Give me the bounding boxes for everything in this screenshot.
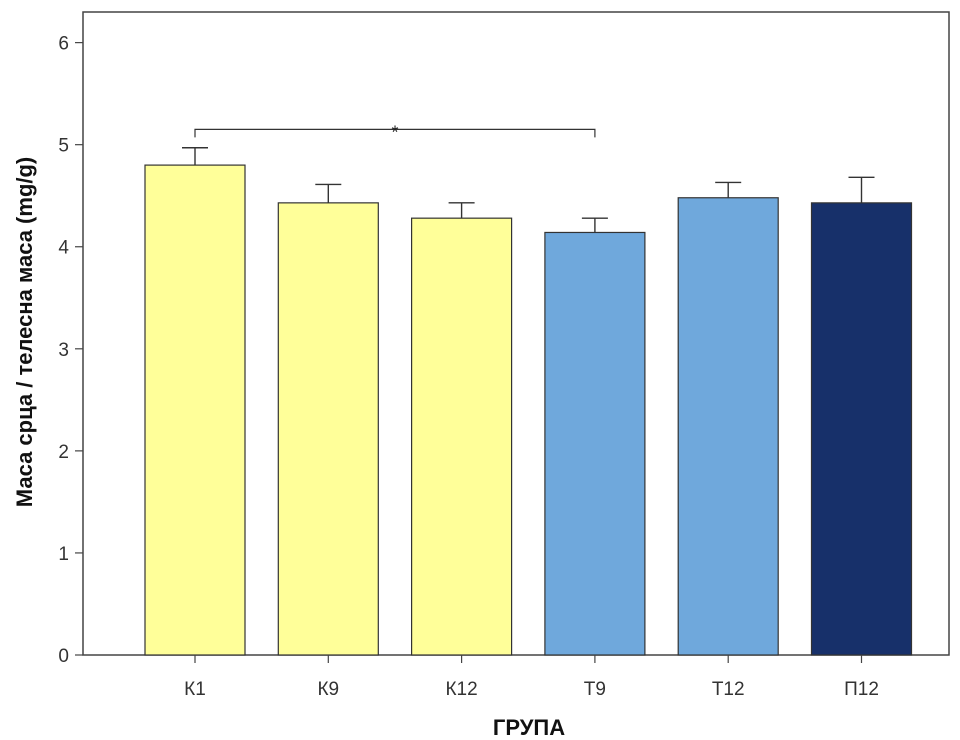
y-tick-label: 2 xyxy=(58,442,69,463)
x-tick-label: К12 xyxy=(445,679,477,700)
bars-group xyxy=(144,164,913,656)
x-tick-label: К1 xyxy=(184,679,206,700)
x-axis-title: ГРУПА xyxy=(493,715,565,740)
x-tick-label: П12 xyxy=(844,679,879,700)
y-tick-label: 3 xyxy=(58,340,69,361)
x-axis: К1 К9 К12 Т9 Т12 П12 xyxy=(184,655,879,700)
y-tick-label: 4 xyxy=(58,238,69,259)
x-tick-label: Т12 xyxy=(712,679,745,700)
y-tick-label: 1 xyxy=(58,544,69,565)
annotations-group: * xyxy=(194,122,596,142)
significance-bracket xyxy=(194,128,596,138)
y-tick-label: 0 xyxy=(58,646,69,667)
bar-П12 xyxy=(810,202,913,656)
y-axis-title: Маса срца / телесна маса (mg/g) xyxy=(12,157,37,508)
bar-Т9 xyxy=(544,231,646,656)
y-axis: 0 1 2 3 4 5 6 xyxy=(58,34,83,667)
significance-marker: * xyxy=(391,122,398,142)
bar-Т12 xyxy=(677,197,779,656)
y-tick-label: 6 xyxy=(58,34,69,55)
x-tick-label: Т9 xyxy=(584,679,606,700)
bar-К12 xyxy=(411,217,513,656)
bar-К1 xyxy=(144,164,246,656)
bar-К9 xyxy=(277,202,379,656)
error-bars-group xyxy=(182,147,875,233)
x-tick-label: К9 xyxy=(317,679,339,700)
y-tick-label: 5 xyxy=(58,136,69,157)
